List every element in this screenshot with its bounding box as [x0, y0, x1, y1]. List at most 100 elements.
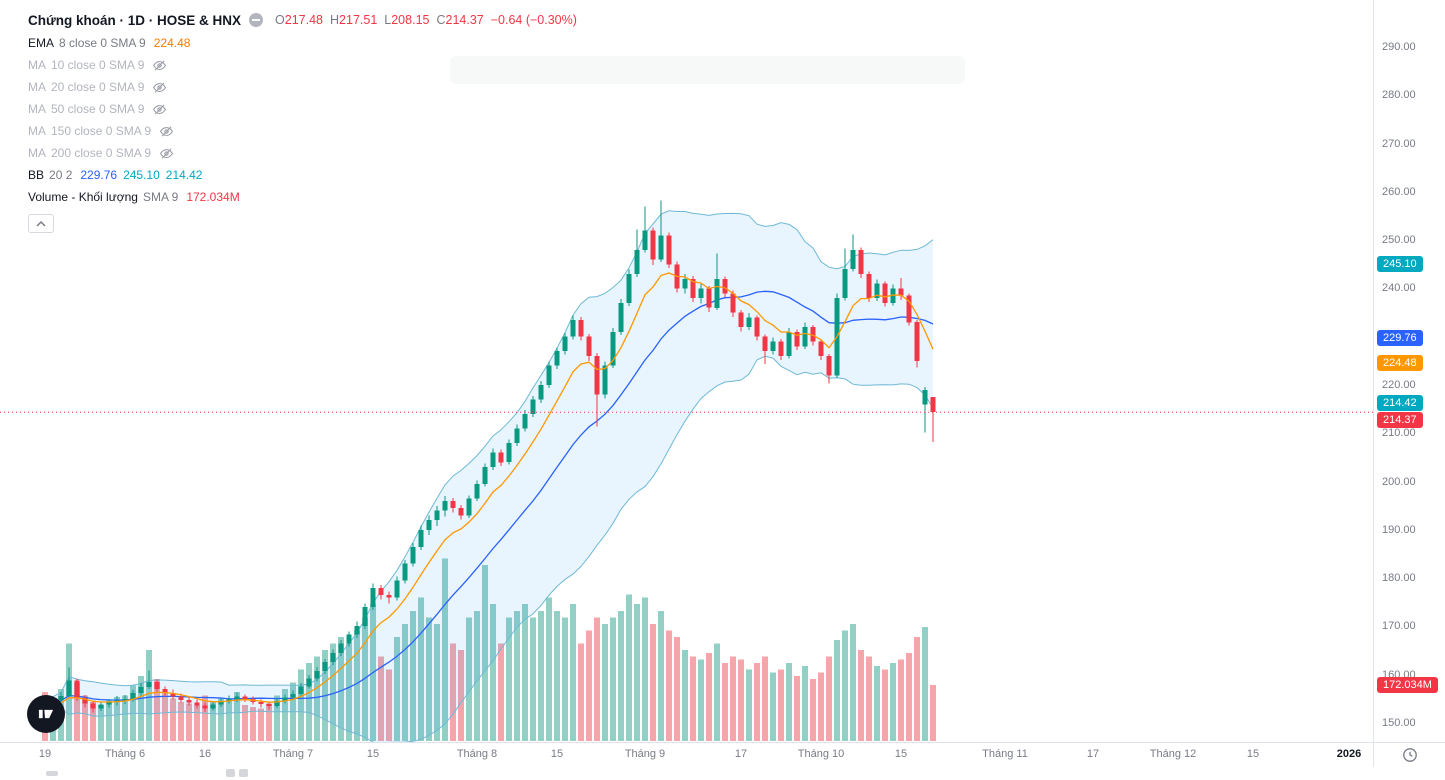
time-axis-label: 17 [734, 748, 748, 760]
indicator-row-ema8[interactable]: EMA 8 close 0 SMA 9 224.48 [28, 32, 577, 54]
eye-off-icon[interactable] [159, 124, 174, 139]
price-axis-badge: 245.10 [1377, 255, 1423, 272]
chart-canvas[interactable] [0, 0, 1373, 742]
indicator-value: 172.034M [186, 190, 240, 204]
eye-off-icon[interactable] [152, 80, 167, 95]
indicator-values: 172.034M [186, 190, 239, 204]
time-axis-label: 15 [1246, 748, 1260, 760]
indicator-params: 50 close 0 SMA 9 [51, 102, 145, 116]
indicator-title: BB [28, 168, 45, 182]
indicator-values: 224.48 [154, 36, 191, 50]
bb-lower-line [44, 355, 934, 742]
indicator-params: 10 close 0 SMA 9 [51, 58, 145, 72]
indicator-row-ma10[interactable]: MA 10 close 0 SMA 9 [28, 54, 577, 76]
price-tick-label: 280.00 [1382, 89, 1416, 102]
ohlc-pair: C 214.37 [436, 13, 484, 27]
indicator-params: 200 close 0 SMA 9 [51, 146, 152, 160]
bb-cloud [45, 210, 933, 742]
collapse-indicators-button[interactable] [28, 214, 54, 233]
chevron-up-icon [36, 220, 46, 227]
time-axis-label: Tháng 12 [1149, 748, 1197, 760]
indicator-params: 8 close 0 SMA 9 [59, 36, 146, 50]
price-axis-badge: 229.76 [1377, 329, 1423, 346]
indicator-title: MA [28, 124, 46, 138]
time-axis-label: Tháng 11 [982, 748, 1028, 760]
time-axis-label: Tháng 9 [624, 748, 666, 760]
indicator-rows: EMA 8 close 0 SMA 9 224.48 MA 10 close 0 SMA… [28, 32, 577, 208]
ema-line [44, 272, 934, 707]
time-axis[interactable]: 19 Tháng 6 16 Tháng 7 15 Tháng 8 15 Tháng 9 17 Th… [0, 742, 1373, 768]
price-tick-label: 240.00 [1382, 282, 1416, 295]
time-axis-label: 15 [550, 748, 564, 760]
time-axis-label: 16 [198, 748, 212, 760]
indicator-row-bb[interactable]: BB 20 2 229.76 245.10 214.42 [28, 164, 577, 186]
indicator-params: 20 2 [49, 168, 73, 182]
indicator-value: 214.42 [165, 168, 203, 182]
ohlc-pair: O 217.48 [275, 13, 324, 27]
indicator-row-ma150[interactable]: MA 150 close 0 SMA 9 [28, 120, 577, 142]
indicator-value: 224.48 [153, 36, 191, 50]
indicator-title: MA [28, 102, 46, 116]
eye-off-icon[interactable] [152, 58, 167, 73]
cutoff-ui-fragment [226, 769, 235, 777]
indicator-title: Volume - Khối lượng [28, 190, 138, 204]
ohlc-readout: O 217.48 H 217.51 L 208.15 C 214.37 −0.64 (−0.30… [275, 13, 577, 27]
time-axis-label: Tháng 8 [456, 748, 498, 760]
price-tick-label: 190.00 [1382, 523, 1416, 536]
eye-off-icon[interactable] [152, 102, 167, 117]
indicator-title: EMA [28, 36, 55, 50]
indicator-row-ma50[interactable]: MA 50 close 0 SMA 9 [28, 98, 577, 120]
indicator-row-ma20[interactable]: MA 20 close 0 SMA 9 [28, 76, 577, 98]
price-tick-label: 290.00 [1382, 41, 1416, 53]
price-tick-label: 250.00 [1382, 234, 1416, 247]
bottom-strip [0, 767, 1445, 780]
indicator-value: 229.76 [80, 168, 118, 182]
price-tick-label: 260.00 [1382, 185, 1416, 198]
price-tick-label: 170.00 [1382, 620, 1416, 633]
time-axis-label: 15 [894, 748, 908, 760]
price-axis-badge: 224.48 [1377, 355, 1423, 372]
legend-panel: Chứng khoán · 1D · HOSE & HNX O 217.48 H 21… [28, 8, 577, 233]
indicator-title: MA [28, 58, 46, 72]
indicator-value: 245.10 [123, 168, 160, 182]
time-axis-label: 17 [1086, 748, 1100, 760]
price-tick-label: 270.00 [1382, 137, 1416, 150]
time-axis-label: 2026 [1336, 748, 1362, 760]
ohlc-pair: H 217.51 [330, 13, 378, 27]
cutoff-ui-fragment [239, 769, 248, 777]
symbol-title[interactable]: Chứng khoán · 1D · HOSE & HNX [28, 12, 242, 28]
eye-off-icon[interactable] [159, 146, 174, 161]
price-axis-badge: 214.42 [1377, 394, 1423, 411]
tradingview-logo[interactable] [27, 695, 65, 733]
change-readout: −0.64 (−0.30%) [490, 13, 577, 27]
price-tick-label: 210.00 [1382, 427, 1416, 440]
tradingview-logo-glyph [38, 709, 54, 719]
price-tick-label: 220.00 [1382, 379, 1416, 391]
indicator-params: 20 close 0 SMA 9 [51, 80, 145, 94]
time-axis-label: Tháng 7 [272, 748, 314, 760]
price-tick-label: 200.00 [1382, 475, 1416, 488]
price-tick-label: 150.00 [1382, 717, 1416, 729]
indicator-title: MA [28, 146, 46, 160]
timezone-clock-icon[interactable] [1401, 746, 1419, 764]
time-axis-label: Tháng 6 [104, 748, 146, 760]
indicator-title: MA [28, 80, 46, 94]
time-axis-label: 19 [38, 748, 52, 760]
time-axis-label: 15 [366, 748, 380, 760]
axis-corner [1373, 742, 1445, 768]
time-axis-label: Tháng 10 [797, 748, 845, 760]
symbol-legend-row: Chứng khoán · 1D · HOSE & HNX O 217.48 H 21… [28, 8, 577, 32]
indicator-row-ma200[interactable]: MA 200 close 0 SMA 9 [28, 142, 577, 164]
legend-minus-icon[interactable] [249, 13, 264, 27]
indicator-params: 150 close 0 SMA 9 [51, 124, 152, 138]
ghost-floating-toolbar [450, 56, 965, 84]
price-tick-label: 180.00 [1382, 572, 1416, 585]
indicator-row-volume[interactable]: Volume - Khối lượng SMA 9 172.034M [28, 186, 577, 208]
cutoff-ui-fragment [46, 771, 58, 776]
price-axis-badge: 214.37 [1377, 412, 1423, 429]
ohlc-pair: L 208.15 [384, 13, 430, 27]
price-axis[interactable]: 290.00280.00270.00260.00250.00240.00230.… [1373, 0, 1445, 742]
indicator-params: SMA 9 [142, 190, 179, 204]
indicator-values: 229.76 245.10 214.42 [80, 168, 202, 182]
